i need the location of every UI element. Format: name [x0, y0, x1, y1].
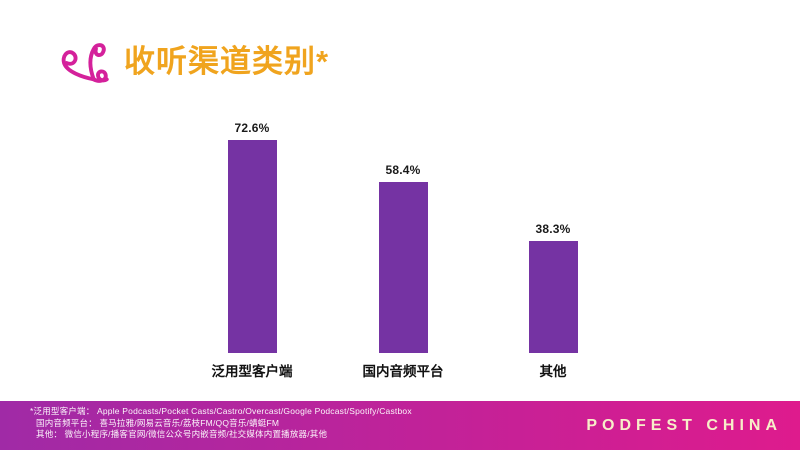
bar [227, 140, 277, 353]
bar-value-label: 72.6% [234, 121, 270, 135]
footnote-line: 其他： 微信小程序/播客官网/微信公众号内嵌音频/社交媒体内置播放器/其他 [36, 429, 328, 439]
category-label: 其他 [539, 364, 567, 379]
page-title: 收听渠道类别* [124, 43, 330, 79]
podfest-china-wordmark: PODFEST CHINA [586, 416, 782, 434]
bar-group: 58.4% [328, 0, 478, 353]
footnote-line: *泛用型客户端： Apple Podcasts/Pocket Casts/Cas… [30, 406, 412, 416]
category-label: 国内音频平台 [362, 364, 444, 379]
bar-group: 38.3% [478, 0, 628, 353]
bar-value-label: 58.4% [385, 163, 421, 177]
slide-header: 收听渠道类别* [58, 34, 329, 90]
bar-value-label: 38.3% [535, 222, 571, 236]
bar-group: 72.6% [177, 0, 327, 353]
bar [378, 182, 428, 353]
footer-bar: *泛用型客户端： Apple Podcasts/Pocket Casts/Cas… [0, 401, 800, 450]
podfest-loop-logo-icon [58, 34, 110, 90]
bar [528, 241, 578, 353]
bar-chart: 72.6% 泛用型客户端 58.4% 国内音频平台 38.3% 其他 [177, 0, 628, 379]
footnote-line: 国内音频平台： 喜马拉雅/网易云音乐/荔枝FM/QQ音乐/蜻蜓FM [36, 417, 280, 428]
category-label: 泛用型客户端 [211, 364, 293, 379]
footnotes: *泛用型客户端： Apple Podcasts/Pocket Casts/Cas… [30, 406, 412, 441]
